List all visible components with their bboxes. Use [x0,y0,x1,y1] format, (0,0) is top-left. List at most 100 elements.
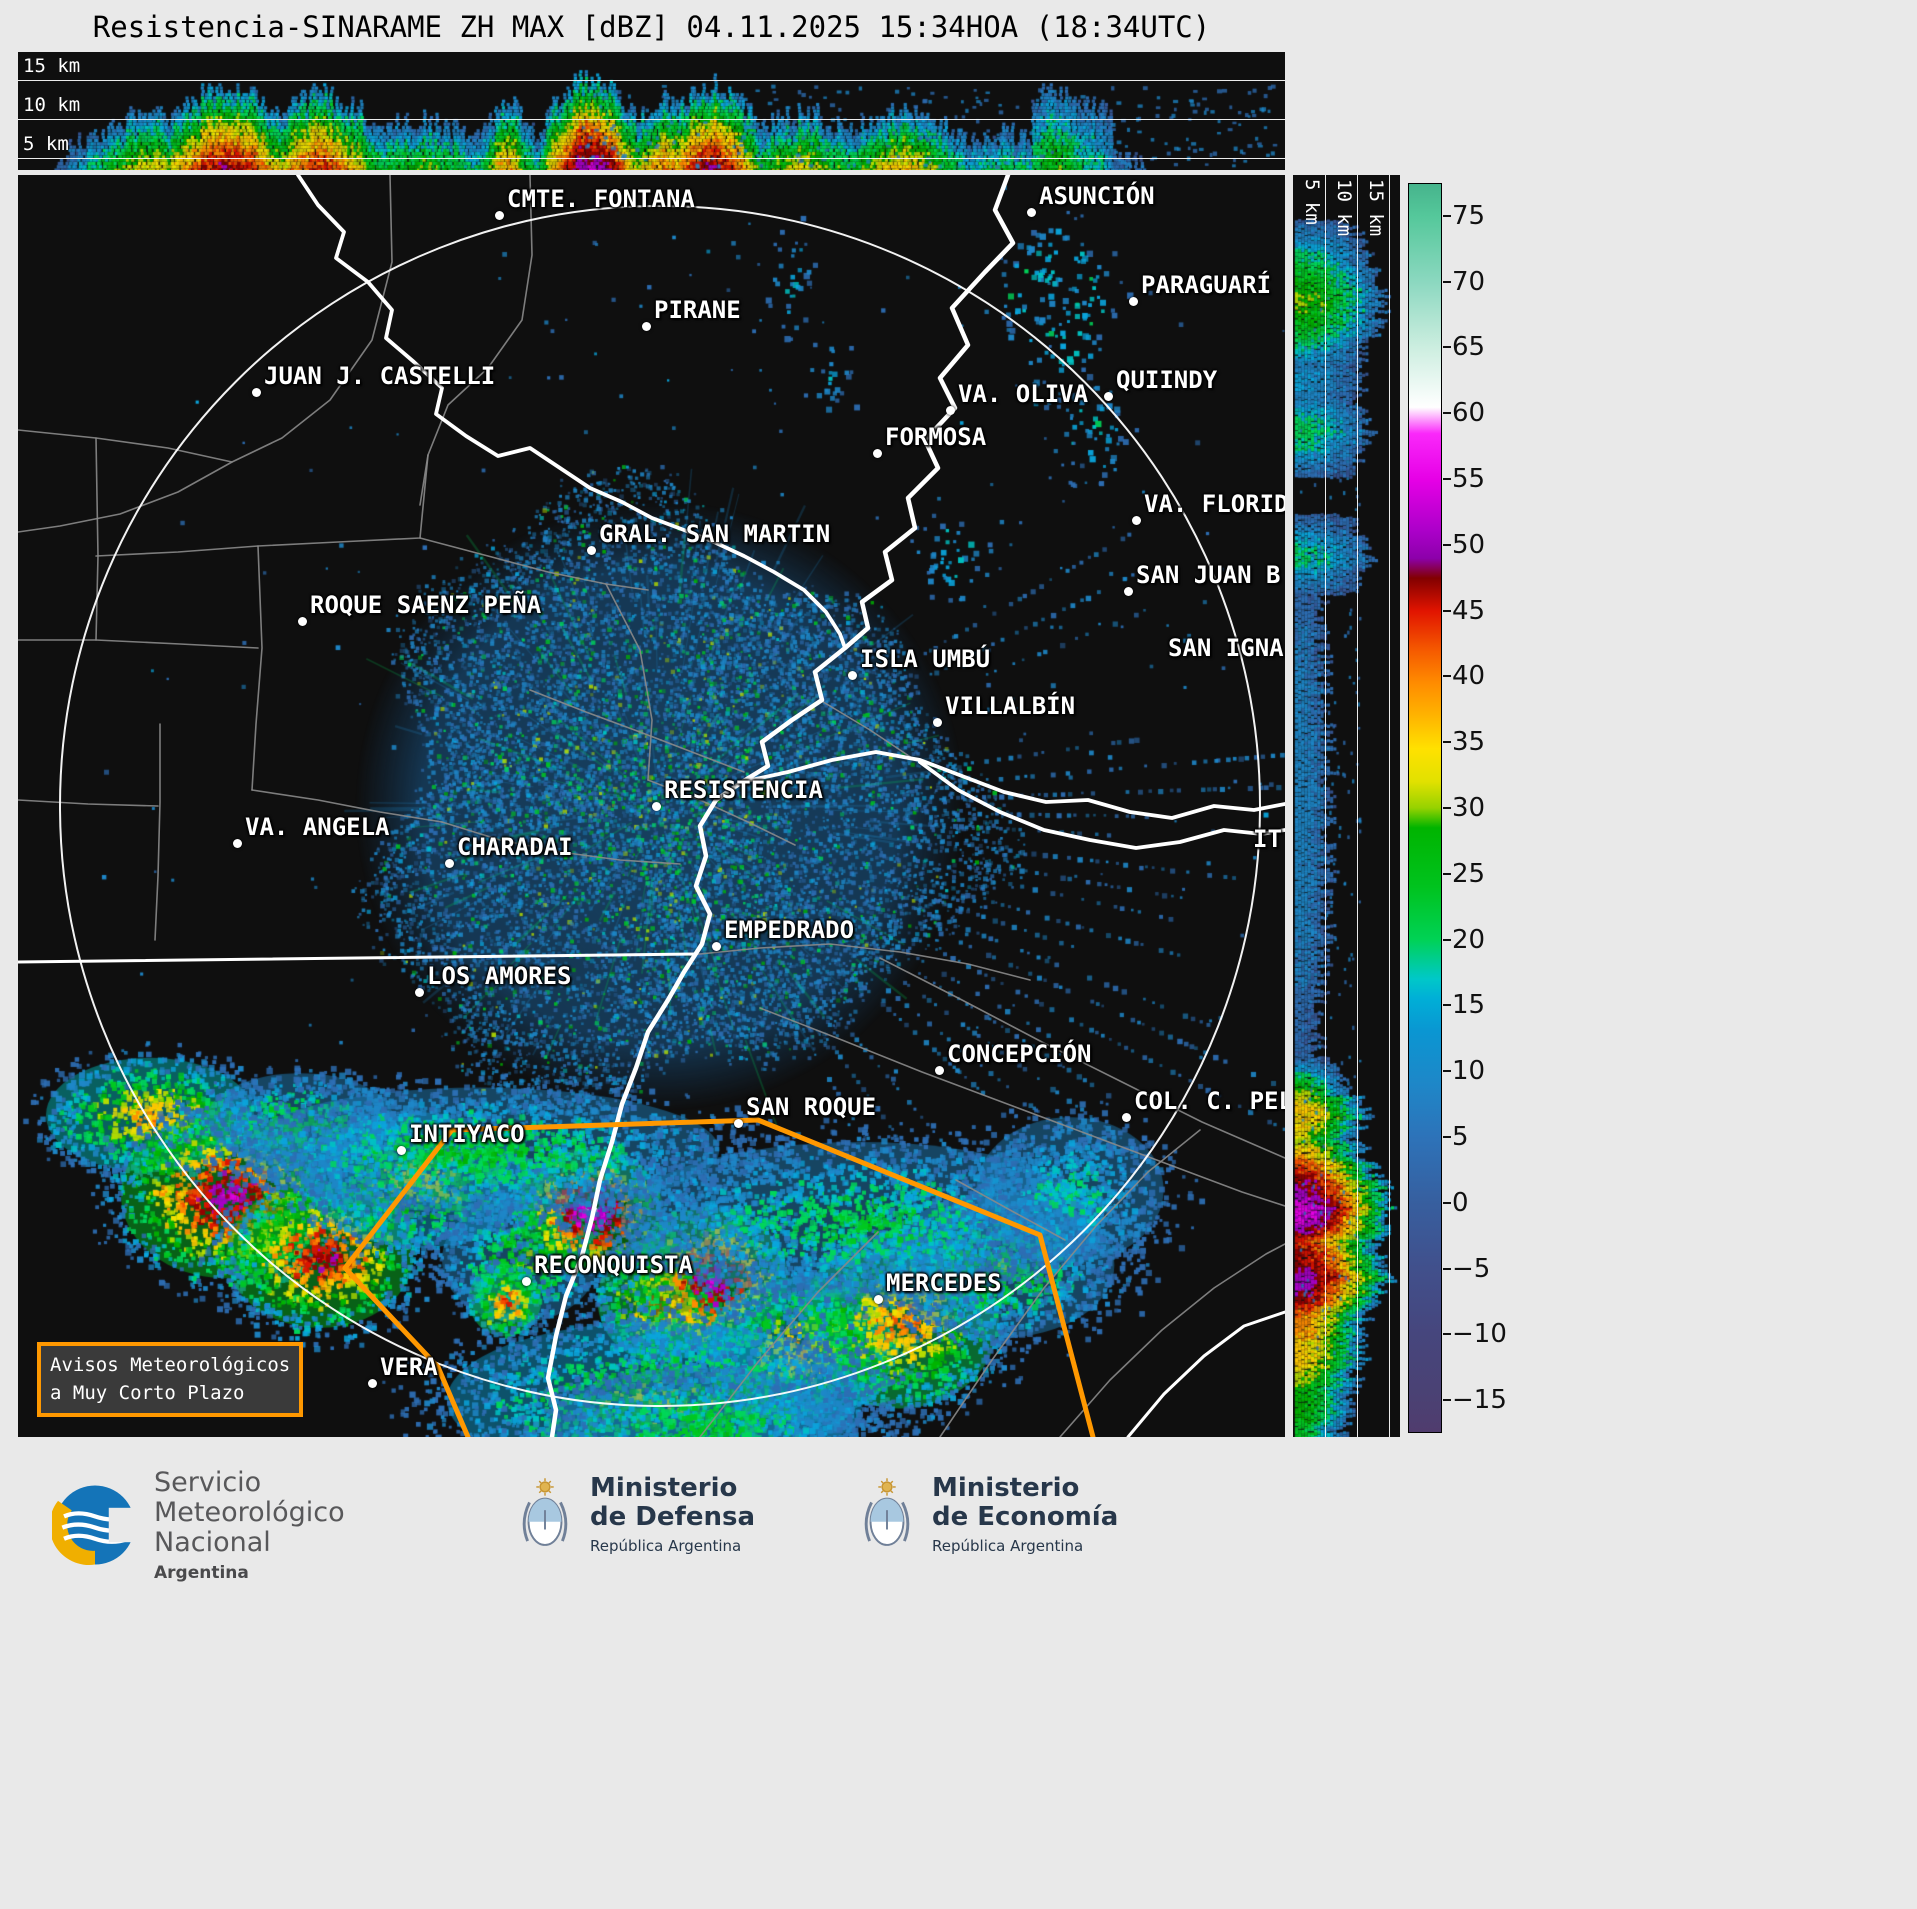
colorbar-tick [1443,807,1451,809]
colorbar-tick [1443,346,1451,349]
colorbar-gradient [1408,183,1442,1433]
city-dot [368,1379,377,1388]
colorbar-tick [1443,1267,1451,1270]
city-dot [935,1066,944,1075]
city-dot [652,802,661,811]
city-dot [415,988,424,997]
city-label: INTIYACO [409,1120,525,1148]
city-label: PARAGUARÍ [1141,271,1272,299]
colorbar-tick-label: −10 [1452,1319,1507,1350]
city-label: MERCEDES [886,1269,1002,1297]
city-label: IT [1253,825,1282,853]
altitude-line-10km [1357,175,1358,1437]
colorbar-tick [1443,1135,1451,1138]
city-label: QUIINDY [1116,366,1218,394]
city-dot [1122,1113,1131,1122]
city-dot [1027,208,1036,217]
altitude-label-15km: 15 km [23,55,81,77]
colorbar-tick [1443,543,1451,546]
city-dot [933,718,942,727]
ns-cross-section-canvas [1293,175,1400,1437]
city-label: JUAN J. CASTELLI [264,362,496,390]
colorbar-tick-label: 40 [1452,661,1486,692]
coat-of-arms-icon [864,1477,910,1546]
city-dot [874,1295,883,1304]
city-dot [1104,392,1113,401]
city-label: RESISTENCIA [664,776,823,804]
defensa-wordmark: Ministerio de Defensa República Argentin… [590,1473,755,1556]
city-label: COL. C. PEL [1134,1087,1285,1115]
city-dot [298,617,307,626]
colorbar-tick-label: 15 [1452,990,1486,1021]
colorbar-tick [1443,478,1451,481]
colorbar-tick-label: 30 [1452,793,1486,823]
altitude-label-10km: 10 km [23,94,81,116]
city-dot [252,388,261,397]
city-label: GRAL. SAN MARTIN [599,520,831,548]
city-label: ROQUE SAENZ PEÑA [310,591,542,619]
colorbar-tick [1443,1070,1451,1073]
city-label: CMTE. FONTANA [507,185,695,213]
economia-logo-group: Ministerio de Economía República Argenti… [858,1473,1118,1555]
city-dot [495,211,504,220]
colorbar-tick-label: 50 [1452,529,1486,560]
city-dot [397,1146,406,1155]
warning-box-line2: a Muy Corto Plazo [50,1381,245,1404]
colorbar-tick [1443,214,1451,217]
ew-cross-section-panel: 15 km 10 km 5 km [18,52,1285,170]
colorbar-tick-label: 70 [1452,266,1486,297]
city-dot [1132,516,1141,525]
city-label: EMPEDRADO [724,916,855,944]
altitude-label-15km: 15 km [1365,179,1387,237]
colorbar-tick-label: 25 [1452,858,1486,889]
city-label: SAN IGNA [1168,634,1284,662]
city-label: VERA [380,1353,438,1381]
colorbar-tick-label: 20 [1452,924,1486,955]
colorbar-tick-label: 10 [1452,1056,1486,1087]
city-dot [642,322,651,331]
colorbar-tick [1443,872,1451,875]
city-label: RECONQUISTA [534,1251,693,1279]
city-label: CHARADAI [457,833,573,861]
product-title: Resistencia-SINARAME ZH MAX [dBZ] 04.11.… [92,10,1211,44]
defensa-logo-group: Ministerio de Defensa República Argentin… [516,1473,755,1556]
colorbar-tick [1443,1004,1451,1007]
ns-cross-section-panel: 5 km 10 km 15 km [1293,175,1400,1437]
city-dot [233,839,242,848]
smn-logo-icon [52,1485,138,1566]
smn-logo-group: Servicio Meteorológico Nacional Argentin… [52,1467,345,1583]
colorbar-tick-label: 65 [1452,332,1486,363]
colorbar-tick [1443,1399,1451,1402]
coat-of-arms-icon [522,1477,568,1546]
colorbar-tick [1443,412,1451,415]
colorbar-tick-label: 55 [1452,464,1486,495]
city-label: VA. FLORID [1144,490,1285,518]
altitude-label-5km: 5 km [1301,179,1323,225]
colorbar-tick-label: 0 [1452,1187,1469,1218]
city-label: VILLALBÍN [945,692,1076,720]
city-dot [522,1277,531,1286]
city-dot [1124,587,1133,596]
altitude-line-5km [18,158,1285,159]
altitude-line-10km [18,119,1285,120]
colorbar-tick-label: 60 [1452,398,1486,429]
city-dot [712,942,721,951]
ew-cross-section-canvas [18,52,1285,170]
smn-wordmark: Servicio Meteorológico Nacional Argentin… [154,1467,345,1583]
colorbar-tick-label: −5 [1452,1253,1491,1284]
city-dot [873,449,882,458]
city-label: VA. OLIVA [958,380,1089,408]
colorbar-tick [1443,609,1451,612]
altitude-line-15km [1389,175,1390,1437]
city-label: CONCEPCIÓN [947,1040,1092,1068]
city-dot [946,406,955,415]
colorbar-tick-label: −15 [1452,1385,1507,1416]
city-label: LOS AMORES [427,962,572,990]
city-dot [734,1119,743,1128]
city-label: FORMOSA [885,423,987,451]
city-dot [848,671,857,680]
warning-box-line1: Avisos Meteorológicos [50,1354,291,1376]
city-label: VA. ANGELA [245,813,390,841]
colorbar-tick-label: 75 [1452,200,1486,231]
